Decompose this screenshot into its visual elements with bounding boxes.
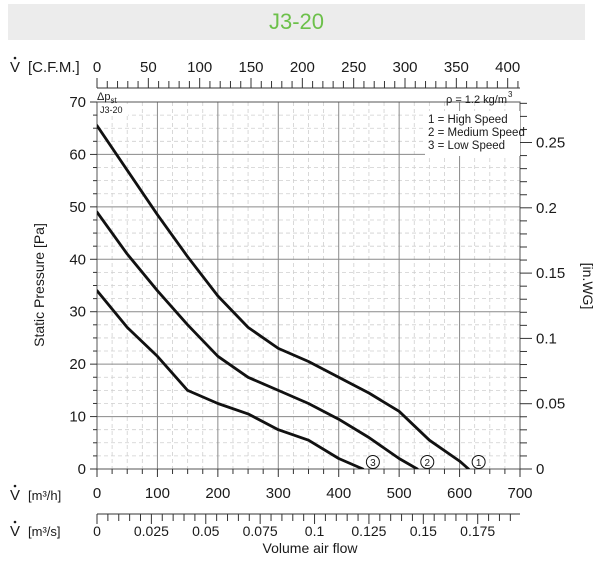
m3h-tick-label: 500 (387, 485, 412, 502)
pa-tick-label: 60 (69, 146, 86, 163)
model-tag: J3-20 (100, 105, 123, 115)
y2-axis-title: [in.WG] (580, 263, 593, 310)
pa-tick-label: 30 (69, 304, 86, 321)
m3s-tick-label: 0.025 (134, 523, 169, 539)
series-3-marker (365, 455, 380, 469)
cfm-tick-label: 0 (93, 59, 101, 76)
m3s-axis-dot (13, 520, 17, 524)
legend-entry: 1 = High Speed (428, 114, 508, 126)
inwg-tick-label: 0.05 (536, 396, 565, 413)
cfm-tick-label: 400 (495, 59, 520, 76)
legend-box (425, 111, 520, 156)
pa-tick-label: 50 (69, 199, 86, 216)
cfm-tick-label: 350 (444, 59, 469, 76)
cfm-axis-dot (13, 56, 17, 60)
pa-tick-label: 70 (69, 94, 86, 111)
cfm-tick-label: 250 (341, 59, 366, 76)
series-2-marker-label: 2 (424, 458, 430, 469)
legend-entry: 3 = Low Speed (428, 140, 505, 152)
delta-p-label: Δpst (97, 91, 117, 105)
cfm-axis-label: [C.F.M.] (28, 59, 80, 76)
legend-entry: 2 = Medium Speed (428, 127, 525, 139)
pa-tick-label: 10 (69, 409, 86, 426)
series-3-line (97, 289, 365, 469)
title-bar: J3-20 (8, 4, 585, 40)
model-tag-bg (98, 104, 128, 116)
inwg-tick-label: 0 (536, 461, 544, 478)
series-1-marker (471, 455, 486, 469)
m3h-tick-label: 700 (507, 485, 532, 502)
series-1-line (97, 124, 471, 469)
m3h-tick-label: 600 (447, 485, 472, 502)
inwg-tick-label: 0.15 (536, 265, 565, 282)
cfm-tick-label: 100 (187, 59, 212, 76)
m3h-axis-symbol: V (10, 487, 20, 504)
series-2-marker (420, 455, 435, 469)
pa-tick-label: 20 (69, 356, 86, 373)
m3s-tick-label: 0.075 (243, 523, 278, 539)
density-superscript: 3 (508, 90, 513, 99)
m3s-tick-label: 0.15 (410, 523, 437, 539)
series-3-marker-label: 3 (370, 458, 376, 469)
grid (97, 102, 520, 469)
cfm-tick-label: 50 (140, 59, 157, 76)
cfm-axis-symbol: V (10, 59, 20, 76)
m3h-tick-label: 400 (326, 485, 351, 502)
m3h-tick-label: 100 (145, 485, 170, 502)
m3s-tick-label: 0.125 (351, 523, 386, 539)
cfm-tick-label: 150 (238, 59, 263, 76)
cfm-tick-label: 300 (392, 59, 417, 76)
inwg-tick-label: 0.2 (536, 200, 557, 217)
series-2-line (97, 210, 419, 469)
inwg-tick-label: 0.1 (536, 330, 557, 347)
m3s-tick-label: 0.1 (305, 523, 325, 539)
x-axis-title: Volume air flow (263, 540, 359, 556)
m3s-tick-label: 0 (93, 523, 101, 539)
axes (90, 78, 532, 524)
m3h-axis-dot (13, 484, 17, 488)
m3h-tick-label: 200 (205, 485, 230, 502)
pa-tick-label: 40 (69, 251, 86, 268)
series-markers: 1 2 3 (365, 455, 486, 469)
m3h-axis-label: [m³/h] (28, 488, 61, 503)
inwg-tick-label: 0.25 (536, 135, 565, 152)
m3s-axis-label: [m³/s] (28, 524, 61, 539)
m3h-tick-label: 300 (266, 485, 291, 502)
y-axis-title: Static Pressure [Pa] (31, 223, 47, 347)
m3s-tick-label: 0.175 (460, 523, 495, 539)
m3s-tick-label: 0.05 (192, 523, 219, 539)
series-1-marker-label: 1 (476, 458, 482, 469)
m3s-axis-symbol: V (10, 523, 20, 540)
m3h-tick-label: 0 (93, 485, 101, 502)
pa-tick-label: 0 (78, 461, 86, 478)
chart-title: J3-20 (268, 9, 325, 34)
density-label: ρ = 1.2 kg/m (446, 94, 507, 106)
cfm-tick-label: 200 (290, 59, 315, 76)
series-layer (97, 124, 471, 469)
